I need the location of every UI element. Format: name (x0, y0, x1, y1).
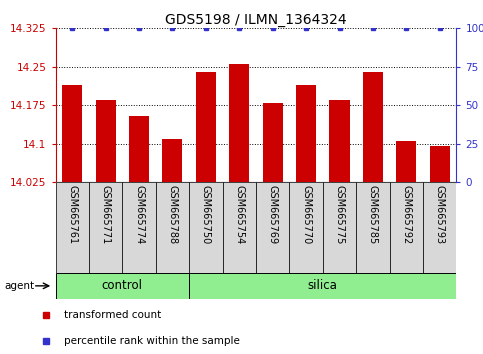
Bar (390, 182, 423, 273)
Bar (363, 72, 383, 182)
Bar (89, 182, 122, 273)
Bar (62, 85, 82, 182)
Text: GSM665788: GSM665788 (168, 185, 177, 244)
Bar (196, 72, 216, 182)
Bar (223, 182, 256, 273)
Text: transformed count: transformed count (64, 310, 161, 320)
Bar (96, 100, 116, 182)
Text: agent: agent (5, 281, 35, 291)
Bar (356, 182, 390, 273)
Text: GSM665774: GSM665774 (134, 185, 144, 244)
Text: GSM665769: GSM665769 (268, 185, 278, 244)
Bar (430, 146, 450, 182)
Bar (396, 141, 416, 182)
Bar (162, 139, 183, 182)
Text: GSM665792: GSM665792 (401, 185, 412, 244)
Bar (289, 182, 323, 273)
Bar (256, 182, 289, 273)
Bar (296, 85, 316, 182)
Text: GSM665771: GSM665771 (100, 185, 111, 244)
Text: GSM665775: GSM665775 (335, 185, 344, 244)
Bar (189, 182, 223, 273)
Bar (263, 103, 283, 182)
Bar (189, 273, 456, 299)
Text: control: control (102, 279, 143, 292)
Bar (56, 182, 89, 273)
Text: silica: silica (308, 279, 338, 292)
Text: GSM665785: GSM665785 (368, 185, 378, 244)
Text: GSM665761: GSM665761 (67, 185, 77, 244)
Text: GSM665770: GSM665770 (301, 185, 311, 244)
Bar (122, 182, 156, 273)
Bar (323, 182, 356, 273)
Text: percentile rank within the sample: percentile rank within the sample (64, 336, 240, 346)
Bar (56, 273, 189, 299)
Bar (423, 182, 456, 273)
Bar (156, 182, 189, 273)
Bar (229, 64, 249, 182)
Text: GSM665750: GSM665750 (201, 185, 211, 244)
Bar (329, 100, 350, 182)
Bar (129, 115, 149, 182)
Title: GDS5198 / ILMN_1364324: GDS5198 / ILMN_1364324 (165, 13, 347, 27)
Text: GSM665754: GSM665754 (234, 185, 244, 244)
Text: GSM665793: GSM665793 (435, 185, 445, 244)
